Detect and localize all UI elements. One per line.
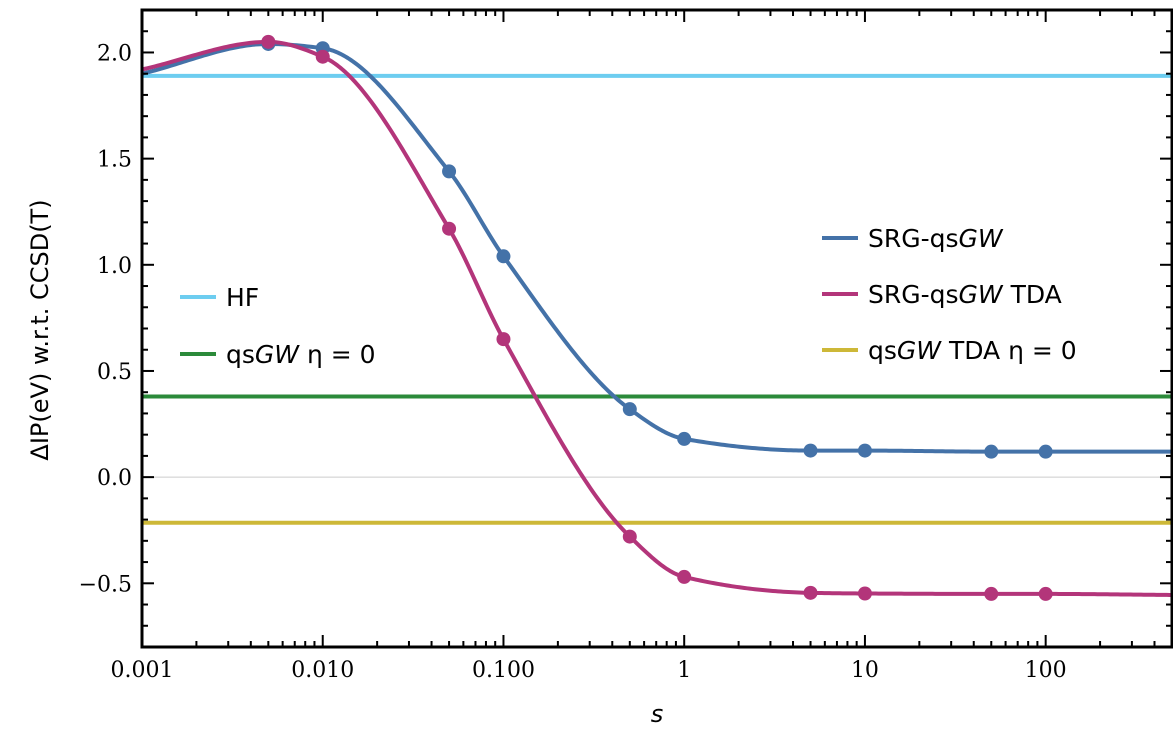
legend-label-part: SRG-qs	[868, 280, 959, 309]
series-line-1	[142, 39, 1172, 597]
series-1-point-9	[1038, 586, 1053, 601]
y-tick-label-5: −0.5	[79, 572, 132, 597]
tick-labels: 0.001 0.010 0.100 1 10 100 2.0 1.5 1.0 0.5 0.0 −0.5	[79, 41, 1067, 683]
legend-label-part: GW	[255, 340, 300, 369]
legend-label-part: GW	[897, 336, 942, 365]
plot-frame	[140, 8, 1173, 649]
series-markers	[261, 34, 1053, 601]
series-1-point-1	[315, 49, 330, 64]
legend-label-part: GW	[959, 280, 1004, 309]
x-axis-label: s	[651, 700, 664, 728]
series-1-point-4	[622, 529, 637, 544]
x-tick-label-4: 10	[851, 658, 879, 683]
legend-label-0: SRG-qsGW	[868, 224, 1004, 253]
series-line-0	[142, 41, 1172, 454]
series-0-point-2	[442, 164, 457, 179]
series-0-point-6	[803, 443, 818, 458]
legend-label-part: HF	[226, 283, 259, 312]
legend-label-part: TDA η = 0	[941, 336, 1077, 365]
x-tick-label-5: 100	[1025, 658, 1067, 683]
y-tick-label-0: 2.0	[97, 41, 132, 66]
x-tick-label-0: 0.001	[111, 658, 174, 683]
series-0-point-4	[622, 402, 637, 417]
series-0-point-8	[984, 444, 999, 459]
series-lines	[142, 39, 1172, 597]
legend-label-part: qs	[226, 340, 255, 369]
y-tick-label-3: 0.5	[97, 360, 132, 385]
x-tick-label-3: 1	[677, 658, 691, 683]
legend-label-0: HF	[226, 283, 259, 312]
legend-label-1: SRG-qsGW TDA	[868, 280, 1062, 309]
y-tick-label-1: 1.5	[97, 148, 132, 173]
legend-label-1: qsGW η = 0	[226, 340, 376, 369]
axis-ticks	[141, 9, 1173, 648]
series-0-point-3	[496, 249, 511, 264]
series-1-point-7	[857, 586, 872, 601]
x-tick-label-2: 0.100	[472, 658, 535, 683]
legend-label-part: qs	[868, 336, 897, 365]
y-tick-label-2: 1.0	[97, 254, 132, 279]
series-0-point-7	[857, 443, 872, 458]
legend-left: HF qsGW η = 0	[180, 283, 376, 369]
series-1-point-0	[261, 34, 276, 49]
legend-label-part: GW	[959, 224, 1004, 253]
legend-label-part: SRG-qs	[868, 224, 959, 253]
legend-label-2: qsGW TDA η = 0	[868, 336, 1077, 365]
series-1-point-5	[677, 569, 692, 584]
legend-label-part: TDA	[1003, 280, 1062, 309]
series-1-point-3	[496, 332, 511, 347]
series-1-point-8	[984, 586, 999, 601]
series-0-point-5	[677, 431, 692, 446]
series-1-point-6	[803, 585, 818, 600]
x-tick-label-1: 0.010	[291, 658, 354, 683]
series-1-point-2	[442, 221, 457, 236]
legend-label-part: η = 0	[299, 340, 376, 369]
series-0-point-9	[1038, 444, 1053, 459]
y-axis-label: ΔIP(eV) w.r.t. CCSD(T)	[26, 199, 54, 460]
y-tick-label-4: 0.0	[97, 466, 132, 491]
reference-lines	[142, 73, 1172, 525]
